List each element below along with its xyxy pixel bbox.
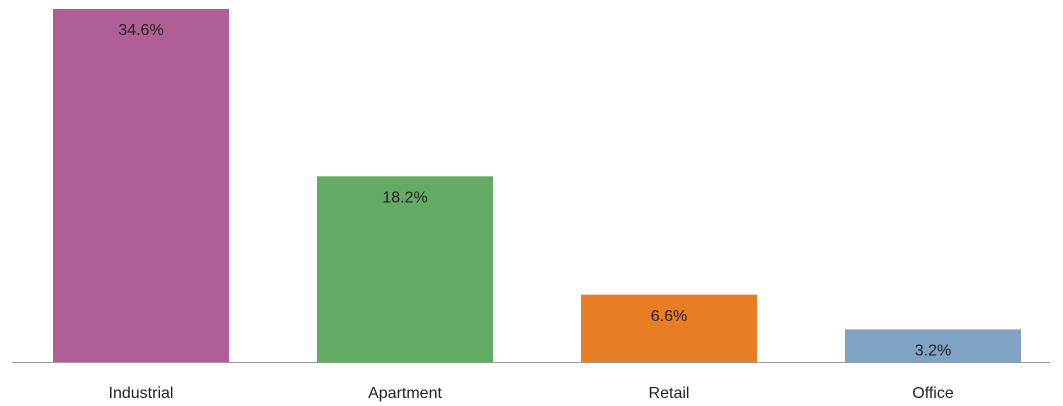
value-label: 34.6%: [118, 22, 163, 39]
value-label: 6.6%: [651, 308, 687, 325]
x-tick-label: Apartment: [368, 385, 442, 402]
x-tick-label: Office: [912, 385, 954, 402]
bar: [845, 329, 1021, 362]
bar: [581, 294, 757, 362]
value-label: 3.2%: [915, 343, 951, 360]
x-tick-label: Retail: [649, 385, 690, 402]
x-tick-label: Industrial: [109, 385, 174, 402]
bar: [317, 176, 493, 362]
value-label: 18.2%: [382, 190, 427, 207]
bar: [53, 9, 229, 362]
